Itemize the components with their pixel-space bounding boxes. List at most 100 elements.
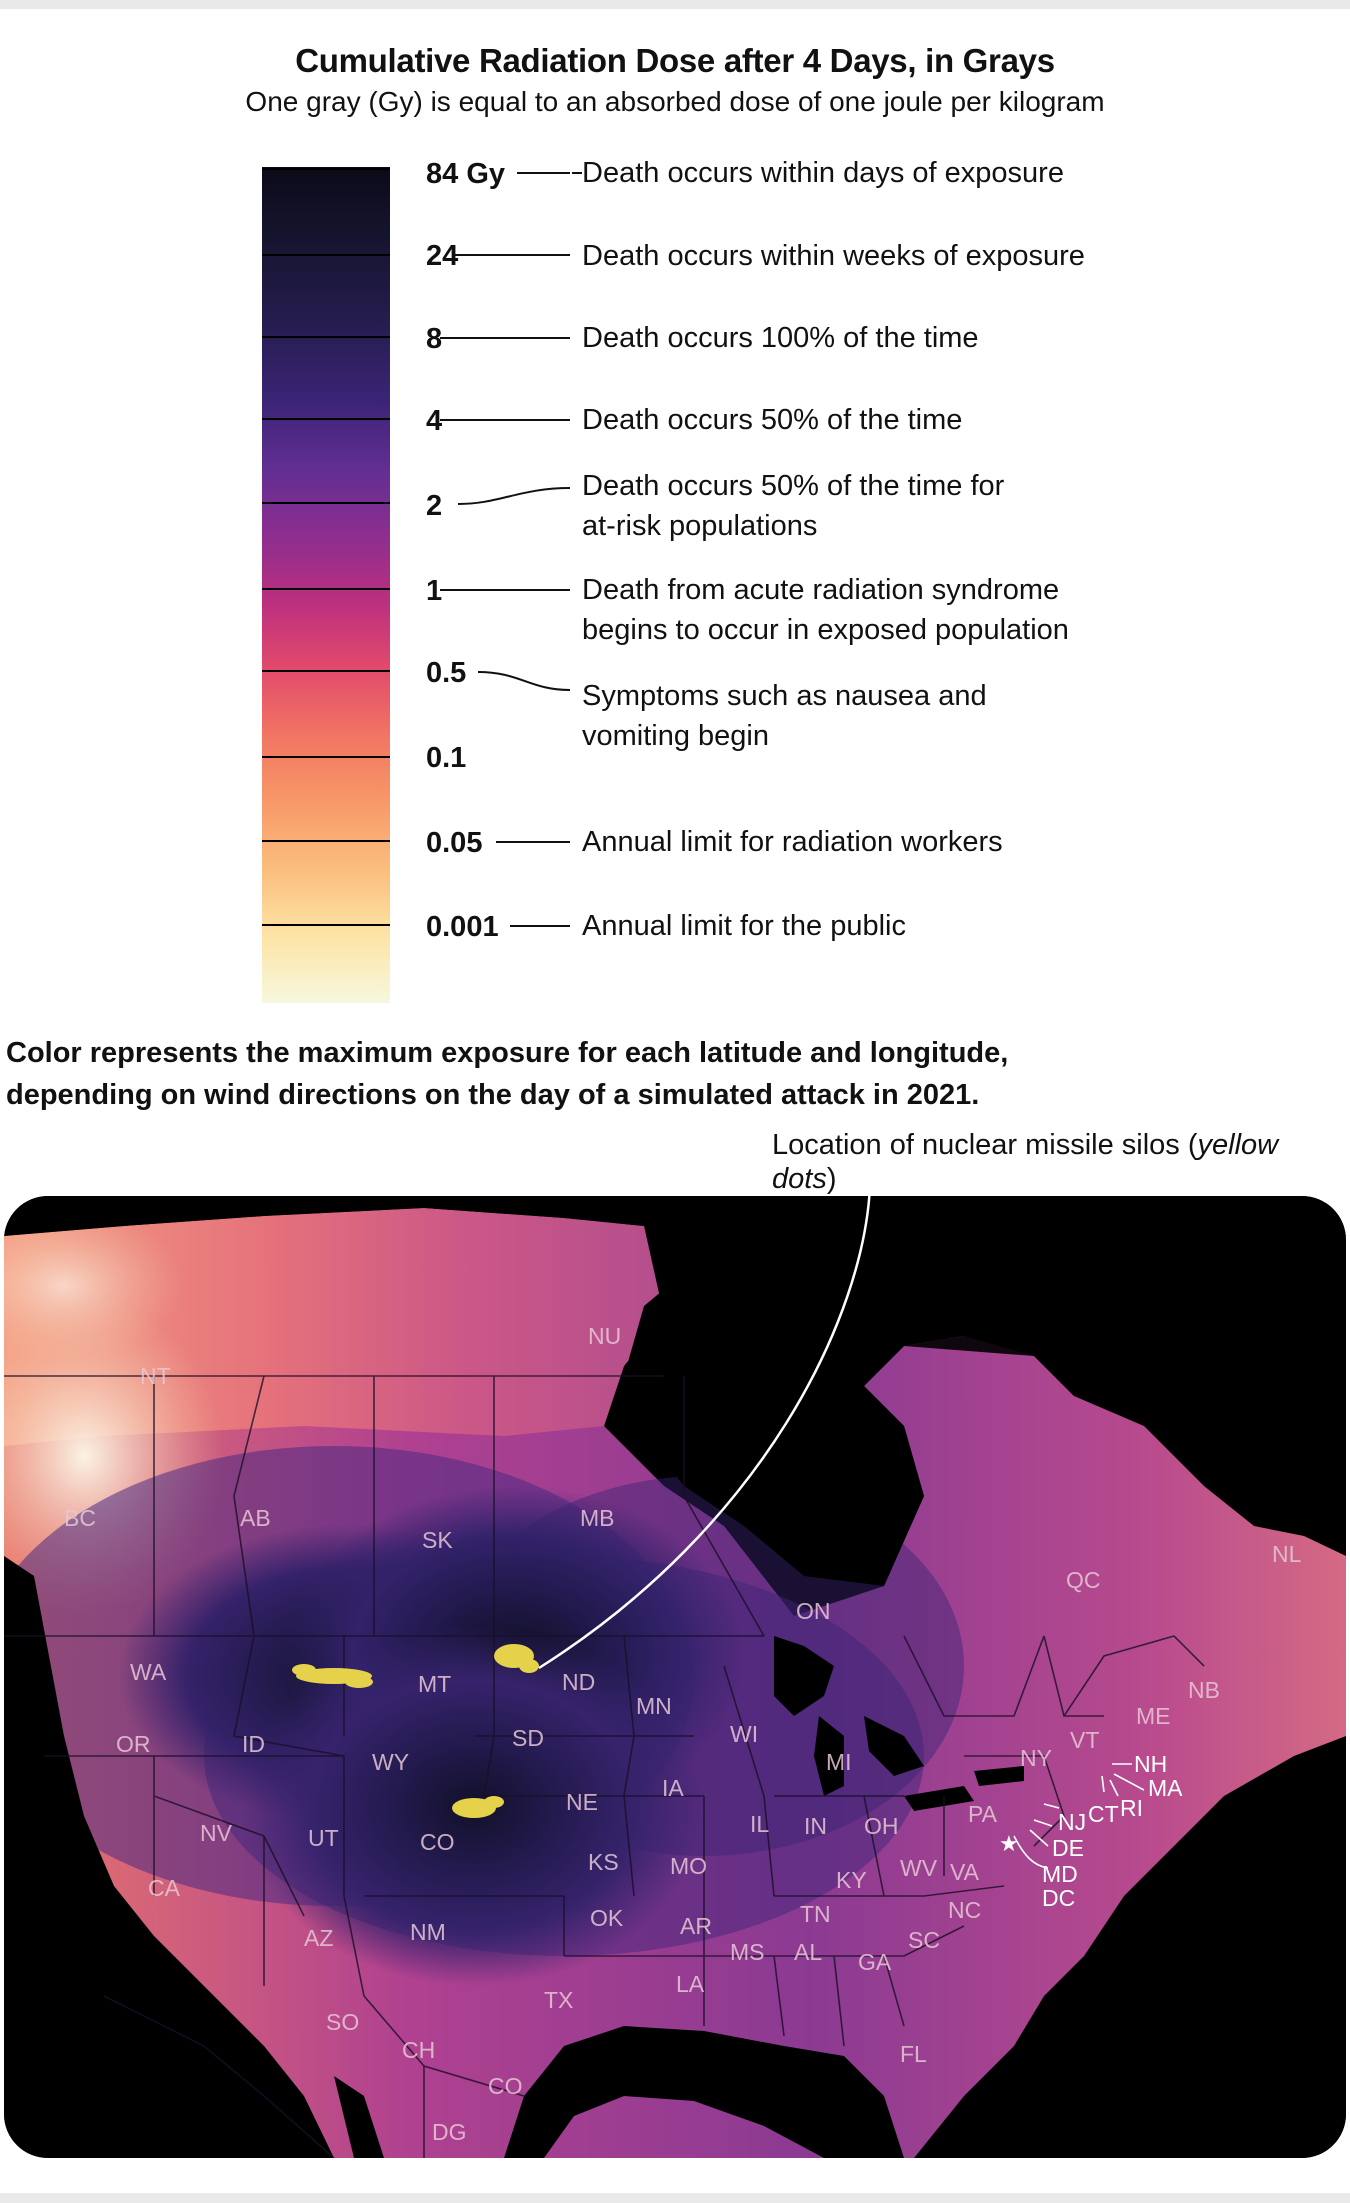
lake-ontario — [974, 1766, 1024, 1786]
scale-tick — [262, 418, 390, 420]
region-label: NM — [410, 1919, 446, 1945]
region-label: WY — [372, 1749, 409, 1775]
region-label: DG — [432, 2119, 467, 2145]
scale-description: Symptoms such as nausea and vomiting beg… — [582, 680, 987, 752]
scale-tick — [262, 924, 390, 926]
scale-tick — [262, 670, 390, 672]
leader-lines — [440, 172, 582, 927]
scale-description: Death occurs within weeks of exposure — [582, 240, 1085, 272]
region-label: SC — [908, 1927, 940, 1953]
region-label: FL — [900, 2041, 927, 2067]
region-label: MD — [1042, 1861, 1078, 1887]
region-label: CH — [402, 2037, 435, 2063]
scale-value: 0.5 — [426, 657, 467, 689]
scale-value: 84 Gy — [426, 158, 505, 190]
chart-title: Cumulative Radiation Dose after 4 Days, … — [295, 42, 1055, 79]
chart-subtitle: One gray (Gy) is equal to an absorbed do… — [245, 86, 1105, 117]
region-label: AL — [794, 1939, 822, 1965]
region-label: OH — [864, 1813, 899, 1839]
scale-tick — [262, 588, 390, 590]
region-label: BC — [64, 1505, 96, 1531]
scale-value: 0.001 — [426, 911, 499, 943]
pacific-ocean — [4, 1556, 334, 2158]
scale-description: Death occurs within days of exposure — [582, 157, 1064, 189]
region-label: OK — [590, 1905, 624, 1931]
region-label: ND — [562, 1669, 595, 1695]
scale-description: Annual limit for radiation workers — [582, 826, 1003, 858]
region-label: AB — [240, 1505, 271, 1531]
region-label: MS — [730, 1939, 765, 1965]
region-label: NT — [140, 1363, 171, 1389]
region-label: PA — [968, 1801, 998, 1827]
region-borders — [4, 1375, 1205, 2158]
region-label: NE — [566, 1789, 598, 1815]
gulf-of-mexico — [504, 2026, 904, 2158]
region-label: KS — [588, 1849, 619, 1875]
scale-value: 0.05 — [426, 827, 483, 859]
region-label: AZ — [304, 1925, 333, 1951]
atlantic-ocean — [1044, 1756, 1346, 2158]
lake-huron — [864, 1716, 924, 1776]
region-label: WI — [730, 1721, 758, 1747]
scale-value: 0.1 — [426, 742, 467, 774]
silo-pointer-line — [538, 1196, 871, 1670]
region-label: SK — [422, 1527, 453, 1553]
region-label: AR — [680, 1913, 712, 1939]
region-label: GA — [858, 1949, 892, 1975]
region-label: TX — [544, 1987, 573, 2013]
region-label: IN — [804, 1813, 827, 1839]
region-label: ID — [242, 1731, 265, 1757]
scale-tick — [262, 254, 390, 256]
scale-tick — [262, 502, 390, 504]
scale-tick — [262, 840, 390, 842]
region-label: IL — [750, 1811, 769, 1837]
region-label: NJ — [1058, 1809, 1086, 1835]
scale-tick — [262, 756, 390, 758]
region-label: VA — [950, 1859, 980, 1885]
region-label: CO — [488, 2073, 523, 2099]
scale-value: 1 — [426, 575, 443, 607]
dose-color-scale — [262, 167, 390, 1003]
top-border — [0, 0, 1350, 9]
scale-description: Death from acute radiation syndrome begi… — [582, 574, 1069, 646]
scale-value: 2 — [426, 490, 443, 522]
region-label: DE — [1052, 1835, 1084, 1861]
fallout-map: ★ NT NU BC AB SK MB ON QC NL NB WA OR CA… — [4, 1196, 1346, 2158]
missile-silos — [292, 1644, 539, 1818]
dc-star-icon: ★ — [999, 1832, 1019, 1857]
region-label: MT — [418, 1671, 451, 1697]
region-label: WA — [130, 1659, 167, 1685]
region-label: VT — [1070, 1727, 1099, 1753]
region-label: UT — [308, 1825, 339, 1851]
region-label: MA — [1148, 1775, 1183, 1801]
scale-value: 4 — [426, 405, 443, 437]
region-label: NC — [948, 1897, 981, 1923]
region-label: MN — [636, 1693, 672, 1719]
region-label: OR — [116, 1731, 151, 1757]
lake-superior — [774, 1636, 834, 1716]
scale-description: Death occurs 50% of the time for at-risk… — [582, 470, 1005, 542]
region-label: SD — [512, 1725, 544, 1751]
scale-value: 8 — [426, 323, 443, 355]
region-label: NY — [1020, 1745, 1052, 1771]
region-label: TN — [800, 1901, 831, 1927]
region-label: CO — [420, 1829, 455, 1855]
region-label: NB — [1188, 1677, 1220, 1703]
region-label: NH — [1134, 1751, 1167, 1777]
silo-annotation: Location of nuclear missile silos (yello… — [772, 1129, 1279, 1195]
map-explanation: Color represents the maximum exposure fo… — [6, 1037, 1009, 1111]
gulf-of-california — [334, 2076, 384, 2158]
region-label: MO — [670, 1853, 707, 1879]
scale-description: Death occurs 50% of the time — [582, 404, 963, 436]
scale-description: Death occurs 100% of the time — [582, 322, 979, 354]
region-label: MB — [580, 1505, 615, 1531]
region-label: CA — [148, 1875, 181, 1901]
scale-tick — [262, 336, 390, 338]
lake-erie — [904, 1786, 974, 1811]
lake-michigan — [814, 1716, 844, 1796]
hudson-bay — [624, 1236, 924, 1586]
region-label: MI — [826, 1749, 852, 1775]
region-label: RI — [1120, 1795, 1143, 1821]
region-label: NL — [1272, 1541, 1302, 1567]
region-label: QC — [1066, 1567, 1101, 1593]
